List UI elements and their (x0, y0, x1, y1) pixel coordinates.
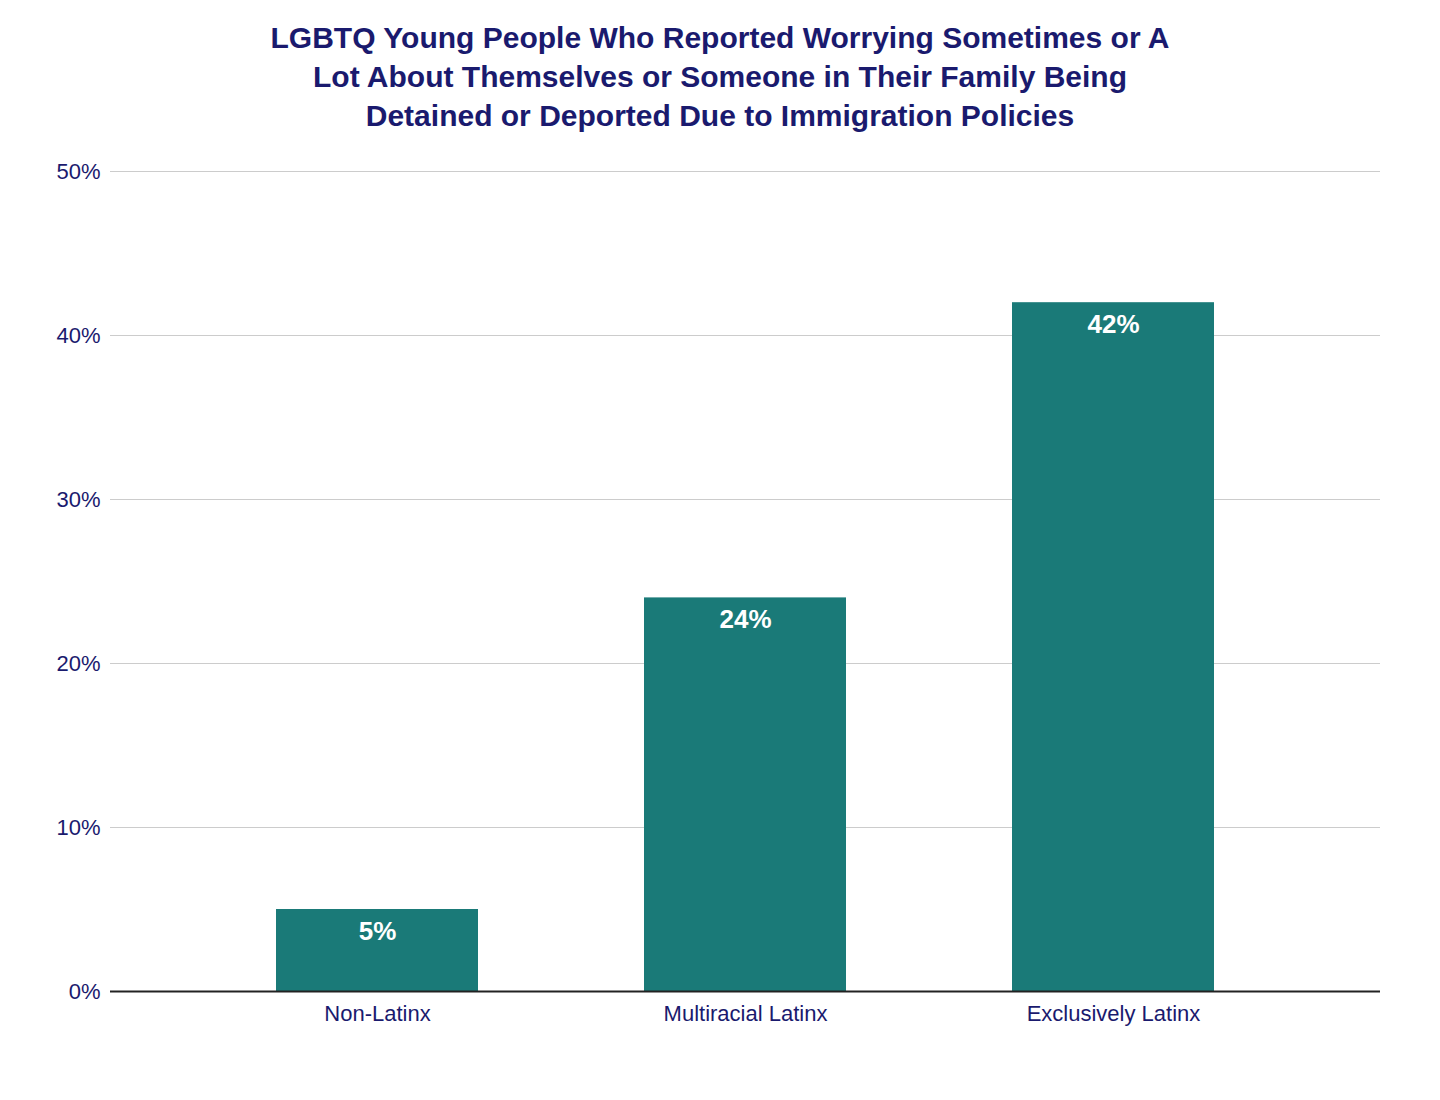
html-text:LGBTQ Young People Who Reporte: LGBTQ Young People Who Reported Worrying… (270, 21, 1170, 132)
svg-text:42%: 42% (1087, 309, 1139, 339)
svg-text:24%: 24% (719, 604, 771, 634)
svg-text:Multiracial Latinx: Multiracial Latinx (664, 1001, 828, 1026)
svg-text:Exclusively Latinx: Exclusively Latinx (1027, 1001, 1201, 1026)
svg-text:10%: 10% (56, 815, 100, 840)
svg-text:20%: 20% (56, 651, 100, 676)
svg-text:5%: 5% (359, 916, 397, 946)
svg-text:40%: 40% (56, 323, 100, 348)
svg-text:0%: 0% (69, 979, 101, 1004)
svg-text:30%: 30% (56, 487, 100, 512)
svg-text:Non-Latinx: Non-Latinx (324, 1001, 430, 1026)
svg-text:50%: 50% (56, 159, 100, 184)
